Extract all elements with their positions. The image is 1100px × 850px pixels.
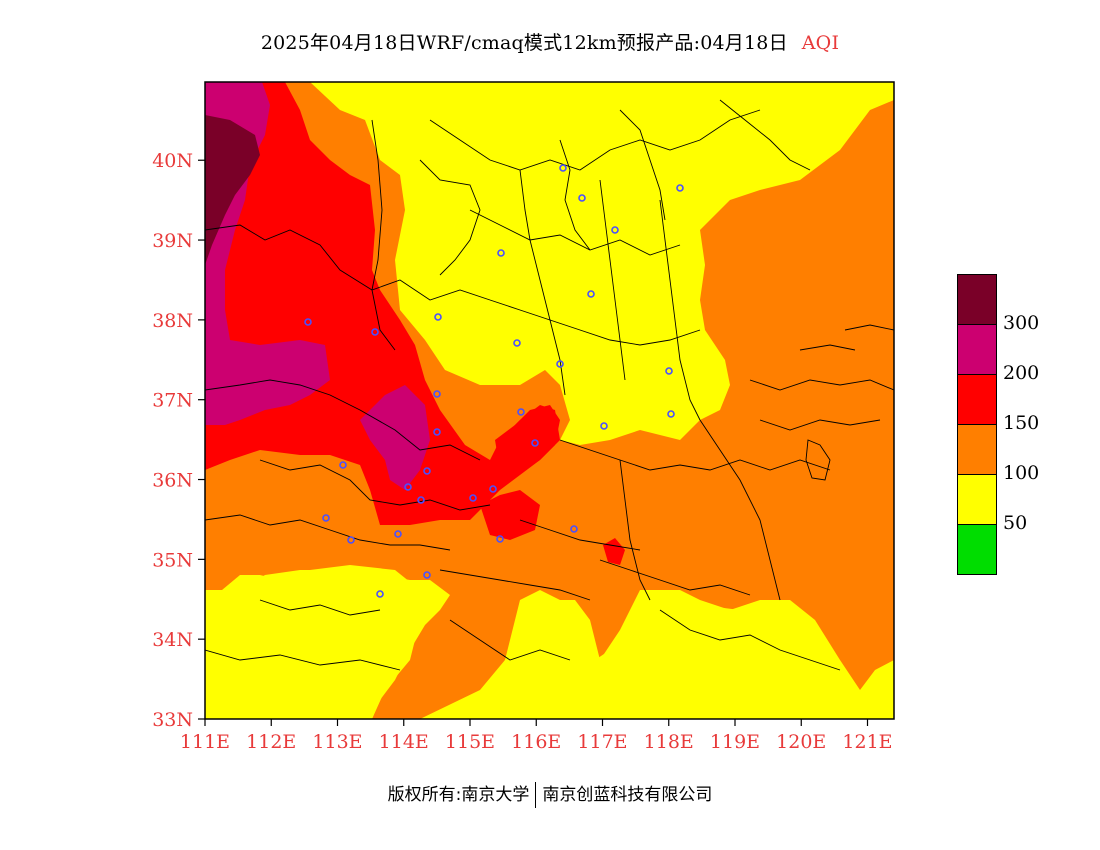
- legend-swatch: [957, 424, 997, 474]
- legend-label: 100: [1003, 462, 1040, 484]
- aqi-zone-50-100-south: [480, 600, 860, 719]
- plot-frame: [204, 81, 895, 720]
- lon-tick-label: 111E: [180, 731, 230, 753]
- legend-swatch: [957, 374, 997, 424]
- lon-tick-label: 118E: [644, 731, 694, 753]
- lat-tick-label: 34N: [152, 629, 193, 651]
- legend-swatch: [957, 274, 997, 324]
- lon-tick-label: 112E: [246, 731, 296, 753]
- lon-tick-label: 115E: [445, 731, 495, 753]
- copyright-right: 南京创蓝科技有限公司: [542, 785, 713, 805]
- legend-label: 150: [1003, 412, 1040, 434]
- lon-tick-label: 119E: [710, 731, 760, 753]
- lat-tick-label: 36N: [152, 470, 193, 492]
- aqi-legend: [957, 274, 997, 575]
- lon-tick-label: 117E: [577, 731, 627, 753]
- city-markers: [304, 164, 684, 598]
- lat-tick-label: 40N: [152, 150, 193, 172]
- legend-label: 300: [1003, 312, 1040, 334]
- legend-swatch: [957, 524, 997, 575]
- lat-tick-label: 37N: [152, 390, 193, 412]
- lon-tick-label: 120E: [776, 731, 826, 753]
- legend-swatch: [957, 324, 997, 374]
- aqi-zone-100-150-west: [205, 82, 894, 719]
- map-title: 2025年04月18日WRF/cmaq模式12km预报产品:04月18日 AQI: [0, 28, 1100, 55]
- title-aqi-tag: AQI: [801, 32, 840, 54]
- lat-tick-label: 35N: [152, 549, 193, 571]
- copyright-left: 版权所有:南京大学: [387, 785, 530, 805]
- lon-tick-label: 114E: [379, 731, 429, 753]
- lat-tick-label: 39N: [152, 230, 193, 252]
- legend-label: 200: [1003, 362, 1040, 384]
- lat-tick-label: 33N: [152, 709, 193, 731]
- aqi-zone-150-200-east-blob: [495, 405, 560, 480]
- province-boundaries: [205, 99, 894, 671]
- aqi-zone-150-200-south-blob: [480, 490, 540, 540]
- aqi-zone-300-plus: [205, 115, 260, 265]
- aqi-zone-50-100-southwest: [205, 570, 450, 719]
- longitude-axis: 111E 112E 113E 114E 115E 116E 117E 118E 119E 120E…: [180, 719, 893, 753]
- legend-label: 50: [1003, 512, 1028, 534]
- title-main: 2025年04月18日WRF/cmaq模式12km预报产品:04月18日: [260, 32, 788, 54]
- lat-tick-label: 38N: [152, 310, 193, 332]
- aqi-field: [205, 82, 894, 719]
- lon-tick-label: 116E: [511, 731, 561, 753]
- legend-swatch: [957, 474, 997, 524]
- aqi-zone-50-100-east: [860, 660, 894, 719]
- aqi-zone-150-200: [205, 82, 560, 525]
- copyright-footer: 版权所有:南京大学 南京创蓝科技有限公司: [0, 780, 1100, 808]
- footer-separator: [535, 782, 537, 808]
- latitude-axis: 33N 34N 35N 36N 37N 38N 39N 40N: [152, 150, 205, 731]
- lon-tick-label: 113E: [312, 731, 362, 753]
- aqi-zone-200-300-central: [360, 385, 430, 490]
- lon-tick-label: 121E: [842, 731, 892, 753]
